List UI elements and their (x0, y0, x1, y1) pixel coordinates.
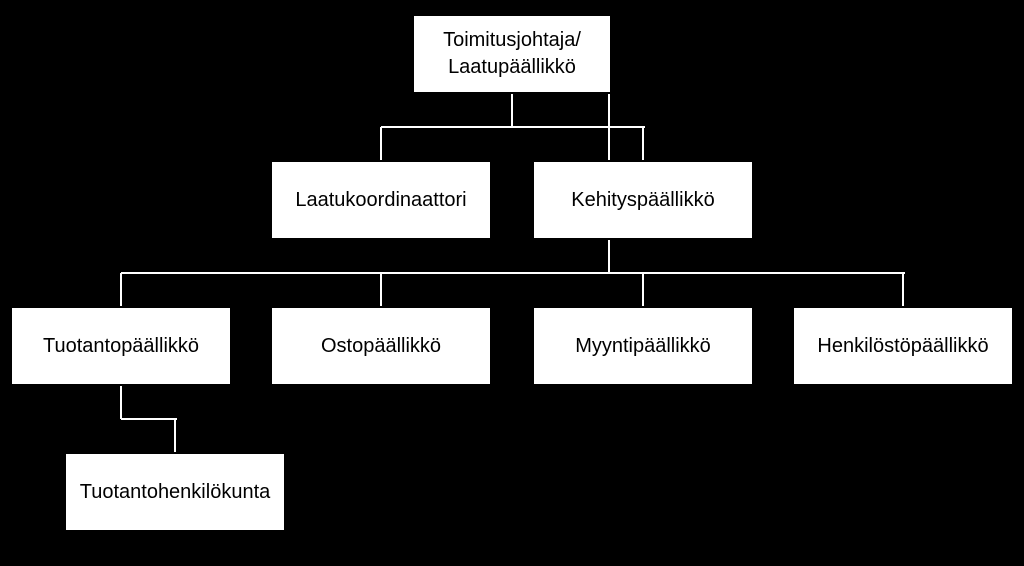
node-prod_mgr: Tuotantopäällikkö (10, 306, 232, 386)
node-sales_mgr: Myyntipäällikkö (532, 306, 754, 386)
node-label: Tuotantopäällikkö (43, 333, 199, 360)
node-label: Laatukoordinaattori (295, 187, 466, 214)
edge-ceo_to_row2-hbar (381, 126, 645, 128)
edge-prod_to_staff-hbar (121, 418, 177, 420)
node-prod_staff: Tuotantohenkilökunta (64, 452, 286, 532)
edge-ceo_to_row3-drop_prod (120, 273, 122, 306)
node-qa_coord: Laatukoordinaattori (270, 160, 492, 240)
node-label: Henkilöstöpäällikkö (817, 333, 988, 360)
node-buy_mgr: Ostopäällikkö (270, 306, 492, 386)
edge-prod_to_staff-drop (120, 386, 122, 419)
edge-ceo_to_row2-drop_dev (642, 127, 644, 160)
edge-ceo_to_row3-drop_buy (380, 273, 382, 306)
node-label: Myyntipäällikkö (575, 333, 711, 360)
node-label: Laatupäällikkö (448, 54, 576, 81)
edge-ceo_to_row3-drop_hr (902, 273, 904, 306)
node-label: Ostopäällikkö (321, 333, 441, 360)
node-hr_mgr: Henkilöstöpäällikkö (792, 306, 1014, 386)
node-ceo: Toimitusjohtaja/Laatupäällikkö (412, 14, 612, 94)
edge-ceo_to_row2-trunk_drop (511, 94, 513, 127)
edge-ceo_to_row2-drop_qa (380, 127, 382, 160)
edge-ceo_to_row3-drop_sales (642, 273, 644, 306)
node-dev_mgr: Kehityspäällikkö (532, 160, 754, 240)
node-label: Tuotantohenkilökunta (80, 479, 271, 506)
node-label: Kehityspäällikkö (571, 187, 714, 214)
edge-ceo_to_row3-hbar (121, 272, 905, 274)
node-label: Toimitusjohtaja/ (443, 27, 581, 54)
edge-prod_to_staff-drop2 (174, 419, 176, 452)
